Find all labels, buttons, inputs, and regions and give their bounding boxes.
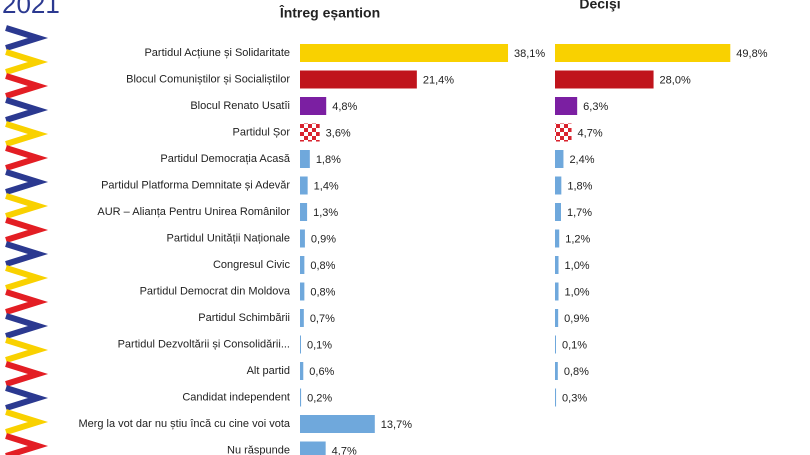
category-label: Candidat independent bbox=[182, 391, 290, 403]
value-label: 0,1% bbox=[562, 339, 587, 351]
category-label: Partidul Schimbării bbox=[198, 312, 290, 324]
value-label: 0,9% bbox=[311, 233, 336, 245]
bar bbox=[300, 150, 310, 168]
value-label: 49,8% bbox=[736, 48, 767, 60]
bar bbox=[555, 282, 559, 301]
chevron bbox=[5, 145, 49, 171]
category-label: Partidul Unității Naționale bbox=[166, 232, 290, 244]
bar bbox=[555, 388, 557, 407]
bar bbox=[555, 123, 572, 142]
value-label: 1,0% bbox=[565, 260, 590, 272]
chevron bbox=[5, 121, 49, 147]
category-label: Partidul Acțiune și Solidaritate bbox=[144, 47, 290, 59]
chevron bbox=[5, 49, 49, 75]
value-label: 0,9% bbox=[564, 313, 589, 325]
chevron bbox=[5, 385, 49, 411]
bar bbox=[555, 44, 731, 62]
panel-title: Întreg eșantion bbox=[279, 4, 380, 21]
category-label: AUR – Alianța Pentru Unirea Românilor bbox=[97, 206, 290, 218]
bar bbox=[300, 123, 320, 142]
chevron bbox=[5, 289, 49, 315]
value-label: 1,4% bbox=[314, 180, 339, 192]
category-label: Merg la vot dar nu știu încă cu cine voi… bbox=[78, 418, 290, 430]
bar bbox=[555, 70, 654, 89]
panel-title: Decişi bbox=[579, 0, 620, 12]
bar bbox=[300, 282, 305, 301]
value-label: 38,1% bbox=[514, 48, 545, 60]
chevron bbox=[5, 169, 49, 195]
value-label: 0,7% bbox=[310, 313, 335, 325]
value-label: 1,8% bbox=[567, 180, 592, 192]
value-label: 0,2% bbox=[307, 392, 332, 404]
value-label: 6,3% bbox=[583, 101, 608, 113]
category-label: Partidul Platforma Demnitate și Adevăr bbox=[101, 179, 290, 191]
category-label: Blocul Comuniștilor și Socialiștilor bbox=[126, 73, 290, 85]
category-label: Alt partid bbox=[247, 365, 290, 377]
category-label: Nu răspunde bbox=[227, 444, 290, 455]
value-label: 4,7% bbox=[578, 127, 603, 139]
bar bbox=[555, 335, 556, 354]
category-label: Partidul Dezvoltării și Consolidării... bbox=[118, 338, 290, 350]
value-label: 0,6% bbox=[309, 366, 334, 378]
category-label: Blocul Renato Usatîi bbox=[190, 100, 290, 112]
value-label: 2,4% bbox=[569, 154, 594, 166]
category-label: Partidul Șor bbox=[233, 126, 291, 138]
category-label: Partidul Democrația Acasă bbox=[160, 153, 290, 165]
chevron bbox=[5, 241, 49, 267]
value-label: 21,4% bbox=[423, 74, 454, 86]
bar bbox=[300, 335, 301, 354]
bar bbox=[555, 203, 561, 221]
bar bbox=[555, 150, 564, 168]
chevron bbox=[5, 361, 49, 387]
value-label: 4,8% bbox=[332, 101, 357, 113]
value-label: 1,7% bbox=[567, 207, 592, 219]
category-label: Partidul Democrat din Moldova bbox=[140, 285, 291, 297]
header-year: 2021 bbox=[2, 0, 60, 19]
value-label: 1,2% bbox=[565, 233, 590, 245]
bar bbox=[555, 229, 560, 248]
bar bbox=[300, 256, 305, 274]
bar bbox=[555, 176, 562, 195]
bar bbox=[555, 256, 559, 274]
value-label: 1,0% bbox=[565, 286, 590, 298]
value-label: 1,3% bbox=[313, 207, 338, 219]
decoration bbox=[5, 25, 49, 455]
chevron bbox=[5, 337, 49, 363]
chevron bbox=[5, 73, 49, 99]
bar bbox=[300, 44, 509, 62]
bar bbox=[300, 309, 304, 327]
bar bbox=[300, 441, 326, 455]
bar bbox=[555, 97, 578, 115]
chevron bbox=[5, 217, 49, 243]
value-label: 28,0% bbox=[660, 74, 691, 86]
chevron bbox=[5, 409, 49, 435]
category-label: Congresul Civic bbox=[213, 259, 291, 271]
bar bbox=[300, 415, 375, 433]
bar bbox=[300, 362, 304, 380]
value-label: 0,1% bbox=[307, 339, 332, 351]
value-label: 0,8% bbox=[310, 260, 335, 272]
chevron bbox=[5, 433, 49, 455]
bar bbox=[300, 97, 327, 115]
chevron bbox=[5, 313, 49, 339]
bar bbox=[300, 388, 302, 407]
bar bbox=[300, 176, 308, 195]
value-label: 13,7% bbox=[381, 419, 412, 431]
bar bbox=[300, 229, 305, 248]
value-label: 0,8% bbox=[310, 286, 335, 298]
value-label: 4,7% bbox=[332, 445, 357, 455]
chevron bbox=[5, 193, 49, 219]
chevron bbox=[5, 25, 49, 51]
bar bbox=[300, 70, 417, 89]
chevron bbox=[5, 265, 49, 291]
chevron bbox=[5, 97, 49, 123]
bar bbox=[555, 362, 558, 380]
value-label: 1,8% bbox=[316, 154, 341, 166]
value-label: 0,8% bbox=[564, 366, 589, 378]
value-label: 0,3% bbox=[562, 392, 587, 404]
bar bbox=[300, 203, 308, 221]
value-label: 3,6% bbox=[326, 127, 351, 139]
bar bbox=[555, 309, 559, 327]
